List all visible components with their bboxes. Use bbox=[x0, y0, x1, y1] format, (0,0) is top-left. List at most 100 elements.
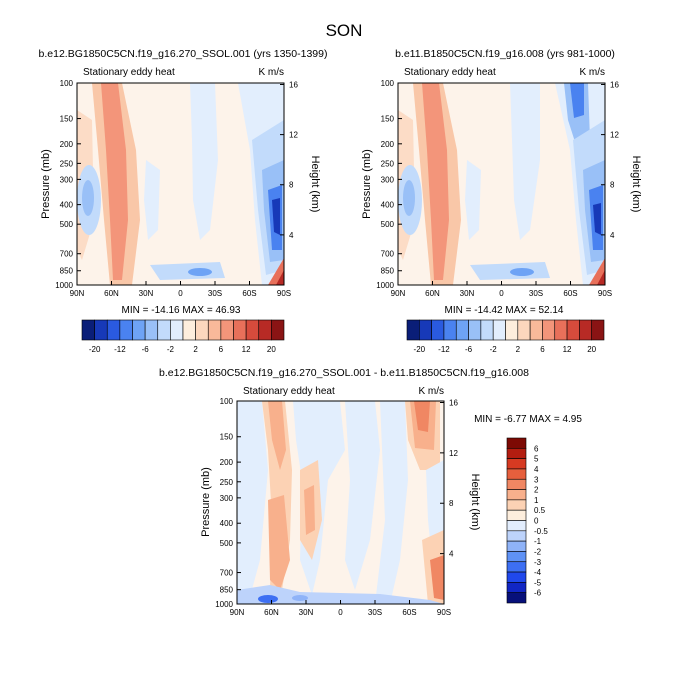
colorbar-label: 2 bbox=[534, 486, 539, 495]
colorbar-swatch bbox=[505, 319, 519, 341]
p1-neg-left-core bbox=[82, 180, 94, 216]
colorbar-swatch bbox=[455, 319, 469, 341]
colorbar-label: -12 bbox=[114, 345, 126, 354]
colorbar-swatch bbox=[506, 499, 527, 511]
panel-3-title: b.e12.BG1850C5CN.f19_g16.270_SSOL.001 - … bbox=[159, 367, 529, 379]
y-tick-label: 400 bbox=[220, 519, 234, 528]
p1-neg-right-e bbox=[272, 198, 280, 235]
colorbar-label: 2 bbox=[193, 345, 198, 354]
panel-3-field bbox=[237, 401, 444, 604]
colorbar-swatch bbox=[506, 520, 527, 532]
x-tick-label: 0 bbox=[178, 289, 183, 298]
y-tick-label: 850 bbox=[220, 586, 234, 595]
y-tick-label: 100 bbox=[381, 79, 395, 88]
colorbar-label: 20 bbox=[267, 345, 276, 354]
p3-neg-bottom-core bbox=[258, 595, 278, 603]
y-right-tick-label: 12 bbox=[610, 131, 619, 140]
panel-1-variable-label: Stationary eddy heat bbox=[83, 67, 175, 78]
p3-pos-a-core bbox=[268, 401, 286, 470]
x-tick-label: 0 bbox=[499, 289, 504, 298]
colorbar-label: 4 bbox=[534, 465, 539, 474]
panel-1-units: K m/s bbox=[258, 67, 284, 78]
colorbar-swatch bbox=[94, 319, 108, 341]
panel-3-units: K m/s bbox=[418, 386, 444, 397]
y-tick-label: 700 bbox=[220, 569, 234, 578]
colorbar-swatch bbox=[245, 319, 260, 341]
colorbar-swatch bbox=[419, 319, 432, 341]
panel-2: b.e11.B1850C5CN.f19_g16.008 (yrs 981-100… bbox=[361, 48, 642, 316]
colorbar-difference: 6 543 210.5 0-0.5-1-2 -3-4-5 -6 bbox=[506, 437, 548, 604]
colorbar-swatch bbox=[506, 551, 527, 563]
panel-2-minmax: MIN = -14.42 MAX = 52.14 bbox=[445, 305, 564, 316]
p3-neg-bottom bbox=[237, 585, 444, 604]
colorbar-swatch bbox=[506, 458, 527, 470]
colorbar-swatch bbox=[195, 319, 209, 341]
y-tick-label: 250 bbox=[381, 159, 395, 168]
colorbar-label: -6 bbox=[465, 345, 473, 354]
colorbar-label: 6 bbox=[219, 345, 224, 354]
colorbar-label: 12 bbox=[242, 345, 251, 354]
panel-3-variable-label: Stationary eddy heat bbox=[243, 386, 335, 397]
x-tick-label: 60S bbox=[402, 608, 416, 617]
p3-pos-lower bbox=[268, 495, 290, 590]
p1-pos-corner2 bbox=[276, 270, 284, 285]
colorbar-top-left: -20 -12 -6 -2 2 6 12 20 bbox=[81, 319, 285, 354]
colorbar-swatch bbox=[480, 319, 494, 341]
p2-neg-right-e bbox=[593, 203, 601, 235]
panel-1-minmax: MIN = -14.16 MAX = 46.93 bbox=[122, 305, 241, 316]
colorbar-label: -2 bbox=[490, 345, 498, 354]
colorbar-label: -20 bbox=[414, 345, 426, 354]
colorbar-swatch bbox=[157, 319, 171, 341]
colorbar-swatch bbox=[468, 319, 482, 341]
colorbar-swatch bbox=[517, 319, 531, 341]
p3-pos-mid-core bbox=[304, 485, 315, 535]
y-right-tick-label: 8 bbox=[449, 499, 454, 508]
colorbar-swatch bbox=[566, 319, 580, 341]
colorbar-label: 1 bbox=[534, 496, 539, 505]
colorbar-swatch bbox=[506, 437, 527, 449]
panel-2-ylabel-right: Height (km) bbox=[630, 156, 642, 213]
p2-neg-right-top-core bbox=[570, 83, 584, 118]
y-tick-label: 850 bbox=[381, 267, 395, 276]
colorbar-label: -0.5 bbox=[534, 527, 548, 536]
y-tick-label: 300 bbox=[381, 175, 395, 184]
colorbar-label: -5 bbox=[534, 578, 542, 587]
page-title: SON bbox=[326, 21, 363, 40]
colorbar-swatch bbox=[220, 319, 234, 341]
y-tick-label: 200 bbox=[220, 458, 234, 467]
colorbar-swatch bbox=[119, 319, 133, 341]
colorbar-label: -2 bbox=[167, 345, 175, 354]
panel-2-ylabel: Pressure (mb) bbox=[361, 149, 373, 219]
y-tick-label: 1000 bbox=[215, 600, 233, 609]
colorbar-label: -20 bbox=[89, 345, 101, 354]
y-right-tick-label: 12 bbox=[449, 449, 458, 458]
colorbar-label: -3 bbox=[534, 558, 542, 567]
y-tick-label: 500 bbox=[60, 220, 74, 229]
y-tick-label: 150 bbox=[60, 115, 74, 124]
x-tick-label: 30S bbox=[529, 289, 543, 298]
panel-2-units: K m/s bbox=[579, 67, 605, 78]
colorbar-label: -2 bbox=[534, 547, 542, 556]
colorbar-swatch bbox=[170, 319, 184, 341]
colorbar-swatch bbox=[506, 571, 527, 583]
colorbar-swatch bbox=[406, 319, 420, 341]
x-tick-label: 90N bbox=[391, 289, 406, 298]
x-tick-label: 90S bbox=[437, 608, 451, 617]
colorbar-swatch bbox=[506, 509, 527, 521]
panel-3-minmax: MIN = -6.77 MAX = 4.95 bbox=[474, 414, 582, 425]
x-tick-label: 30N bbox=[139, 289, 154, 298]
x-tick-label: 30S bbox=[208, 289, 222, 298]
y-right-tick-label: 16 bbox=[610, 80, 619, 89]
y-right-tick-label: 16 bbox=[289, 80, 298, 89]
y-right-tick-label: 4 bbox=[449, 550, 454, 559]
colorbar-swatch bbox=[132, 319, 146, 341]
colorbar-label: -4 bbox=[534, 568, 542, 577]
y-tick-label: 100 bbox=[220, 397, 234, 406]
panel-3-ylabel-right: Height (km) bbox=[469, 474, 481, 531]
colorbar-label: 5 bbox=[534, 455, 539, 464]
y-tick-label: 200 bbox=[60, 140, 74, 149]
p3-neg-left-band bbox=[237, 401, 268, 604]
p2-neg-mid bbox=[510, 83, 540, 240]
panel-2-variable-label: Stationary eddy heat bbox=[404, 67, 496, 78]
p1-pos-core bbox=[101, 83, 128, 280]
